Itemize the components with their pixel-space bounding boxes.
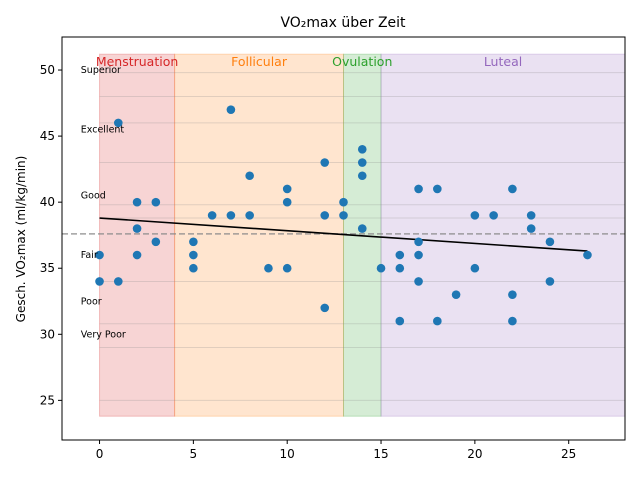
y-tick-label: 45 [40,129,55,143]
y-tick-label: 35 [40,261,55,275]
y-tick-label: 25 [40,393,55,407]
plot-frame [61,36,626,441]
data-point [357,224,367,233]
data-point [414,250,423,260]
category-label-superior: Superior [81,65,121,76]
data-point [151,237,161,247]
data-point [470,263,480,273]
data-point [357,158,367,167]
category-label-fair: Fair [81,250,98,261]
phase-region-luteal [380,53,626,417]
data-point [189,263,198,273]
phase-label-menstruation: Menstruation [96,54,178,69]
x-tick-label: 5 [190,447,198,461]
x-tick-label: 15 [373,447,388,461]
data-point [189,237,198,247]
data-point [114,277,123,286]
data-point [339,197,348,207]
data-point [414,184,423,194]
data-point [282,184,292,194]
data-point [508,316,517,326]
data-point [395,250,405,260]
category-label-excellent: Excellent [81,124,125,135]
phase-label-ovulation: Ovulation [332,54,392,69]
phase-label-luteal: Luteal [484,54,522,69]
data-point [245,171,254,181]
data-point [226,211,236,220]
data-point [132,197,142,207]
y-tick-label: 30 [40,327,55,341]
phase-region-menstruation [99,53,176,417]
data-point [95,277,104,286]
data-point [132,224,142,233]
y-axis-label: Gesch. VO₂max (ml/kg/min) [14,156,28,323]
data-point [433,184,442,194]
data-point [414,277,423,286]
category-label-very-poor: Very Poor [81,329,126,340]
data-point [545,237,555,247]
data-point [320,303,330,313]
data-point [245,211,254,220]
chart-title: VO₂max über Zeit [280,15,406,31]
data-point [508,290,517,299]
x-tick-label: 25 [561,447,576,461]
data-point [226,105,236,114]
data-point [489,211,498,220]
data-point [339,211,348,220]
data-point [207,211,217,220]
data-point [545,277,555,286]
data-point [508,184,517,194]
data-point [526,211,536,220]
x-tick-label: 20 [467,447,482,461]
category-label-poor: Poor [81,296,102,307]
data-point [132,250,142,260]
data-point [357,145,367,154]
trend-line [99,217,588,252]
data-point [357,171,367,181]
data-point [583,250,592,260]
x-tick-label: 0 [96,447,104,461]
data-point [282,263,292,273]
data-point [151,197,161,207]
phase-region-follicular [174,53,344,417]
data-point [320,211,330,220]
data-point [264,263,273,273]
data-point [320,158,330,167]
data-point [433,316,442,326]
y-tick-label: 40 [40,195,55,209]
data-point [95,250,104,260]
category-label-good: Good [81,191,106,202]
data-point [470,211,480,220]
data-point [414,237,423,247]
y-tick-label: 50 [40,63,55,77]
data-point [395,263,405,273]
data-point [526,224,536,233]
data-point [376,263,386,273]
x-tick-label: 10 [280,447,295,461]
data-point [189,250,198,260]
data-point [114,118,123,128]
phase-label-follicular: Follicular [231,54,288,69]
data-point [282,197,292,207]
data-point [451,290,461,299]
data-point [395,316,405,326]
